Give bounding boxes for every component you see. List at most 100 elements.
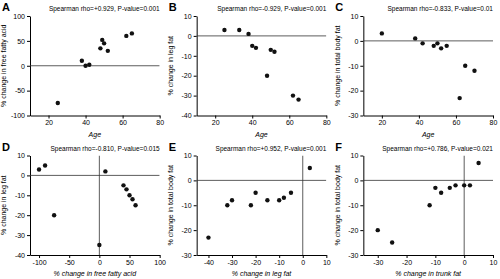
y-axis-title: % change in leg fat <box>0 175 8 235</box>
x-tick: 100 <box>154 255 166 266</box>
x-axis: -40-30-20-10010 <box>197 255 331 266</box>
x-tick: 40 <box>249 116 257 127</box>
y-tick-mark <box>27 156 30 157</box>
point <box>277 198 281 202</box>
x-tick-mark <box>279 255 280 258</box>
point <box>206 235 210 239</box>
annotation: Spearman rho=-0.833, P-value=0.01 <box>387 5 493 13</box>
x-tick-mark <box>252 116 253 119</box>
point <box>376 228 380 232</box>
x-tick-mark <box>69 255 70 258</box>
y-tick: 10 <box>184 13 197 20</box>
y-tick-label: -20 <box>182 72 192 79</box>
y-tick-mark <box>360 16 363 17</box>
point <box>133 203 137 207</box>
y-tick: -20 <box>348 227 363 234</box>
y-tick: 0 <box>354 177 363 184</box>
point <box>56 101 60 105</box>
panel-label: B <box>169 1 177 13</box>
y-axis: -40-30-20-10010 <box>182 13 198 120</box>
panel: -30-20-10010-30-20-10010FSpearman rho=+0… <box>334 141 498 279</box>
y-tick: -30 <box>182 92 197 99</box>
point <box>453 183 457 187</box>
x-axis: -100-50050100 <box>31 255 167 266</box>
x-axis: -30-20-10010 <box>364 255 498 266</box>
point <box>444 44 448 48</box>
y-tick: -40 <box>15 252 30 259</box>
x-tick-label: 80 <box>323 119 331 126</box>
x-axis-line <box>31 116 161 117</box>
y-tick: 0 <box>188 33 197 40</box>
x-axis-line <box>197 116 327 117</box>
y-tick: -10 <box>182 202 197 209</box>
point <box>230 198 234 202</box>
x-tick-mark <box>378 255 379 258</box>
y-tick-mark <box>194 255 197 256</box>
point <box>439 191 443 195</box>
x-axis: 20406080 <box>31 116 165 127</box>
point <box>272 50 276 54</box>
y-tick-label: 0 <box>21 62 25 69</box>
x-axis-title: Age <box>254 131 268 139</box>
y-tick: 100 <box>13 13 30 20</box>
x-tick: -20 <box>251 255 261 266</box>
y-tick-label: -30 <box>182 252 192 259</box>
y-axis-title: % change in total body fat <box>167 165 175 246</box>
y-tick-mark <box>360 180 363 181</box>
x-axis-line <box>364 255 494 256</box>
y-tick: -40 <box>182 112 197 119</box>
zero-line <box>30 65 160 66</box>
point <box>476 161 480 165</box>
x-tick: 10 <box>490 255 498 266</box>
point <box>265 74 269 78</box>
x-tick-label: 50 <box>126 259 134 266</box>
point <box>121 183 125 187</box>
annotation: Spearman rho=+0.786, P-value=0.021 <box>382 145 493 153</box>
y-tick: -30 <box>182 252 197 259</box>
point <box>254 46 258 50</box>
y-tick-label: -40 <box>182 112 192 119</box>
x-tick-mark <box>289 116 290 119</box>
x-tick-mark <box>49 116 50 119</box>
x-tick-label: -40 <box>204 259 214 266</box>
x-axis-line <box>364 116 494 117</box>
x-tick-mark <box>419 116 420 119</box>
x-tick-label: 40 <box>416 119 424 126</box>
y-axis: -100-50050100 <box>11 13 31 120</box>
panel: -100-50050100-40-30-20-10010DSpearman rh… <box>0 141 166 279</box>
y-tick-mark <box>27 255 30 256</box>
y-tick-mark <box>27 116 30 117</box>
point <box>106 49 110 53</box>
x-tick: -20 <box>402 255 412 266</box>
point <box>83 64 87 68</box>
plot-area <box>197 28 327 102</box>
x-tick-label: 80 <box>490 119 498 126</box>
zero-line <box>30 175 160 176</box>
zero-line <box>464 156 465 256</box>
y-tick-label: -30 <box>348 112 358 119</box>
y-tick-mark <box>360 230 363 231</box>
x-tick-mark <box>326 255 327 258</box>
x-tick-label: -100 <box>33 259 47 266</box>
y-tick: 0 <box>21 172 30 179</box>
x-tick-label: 60 <box>286 119 294 126</box>
point <box>127 193 131 197</box>
annotation: Spearman rho=-0.810, P-value=0.015 <box>51 145 161 153</box>
y-tick-mark <box>360 156 363 157</box>
point <box>457 96 461 100</box>
point <box>448 186 452 190</box>
x-tick: -50 <box>65 255 75 266</box>
y-tick: -10 <box>348 62 363 69</box>
y-tick-label: 10 <box>184 152 192 159</box>
x-tick-label: 60 <box>119 119 127 126</box>
y-tick: 0 <box>354 38 363 45</box>
y-tick-label: -100 <box>11 112 25 119</box>
y-tick-label: -50 <box>15 87 25 94</box>
y-tick-mark <box>360 66 363 67</box>
y-axis-line <box>363 156 364 256</box>
x-tick-mark <box>435 255 436 258</box>
x-tick: -100 <box>33 255 47 266</box>
point <box>308 166 312 170</box>
point <box>282 196 286 200</box>
x-tick-label: 80 <box>156 119 164 126</box>
